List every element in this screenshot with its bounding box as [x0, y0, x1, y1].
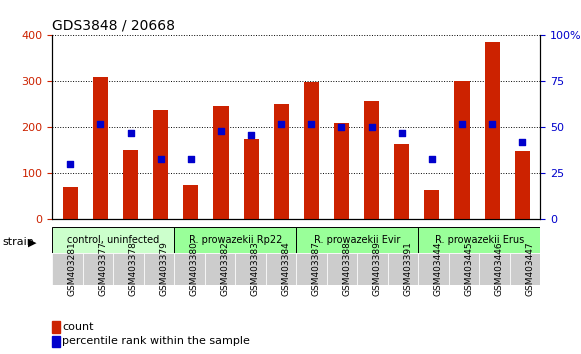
- Text: GSM403445: GSM403445: [464, 242, 473, 296]
- Text: R. prowazekii Erus: R. prowazekii Erus: [435, 235, 524, 245]
- Text: ▶: ▶: [28, 238, 37, 247]
- FancyBboxPatch shape: [52, 227, 174, 253]
- Point: [487, 121, 497, 127]
- FancyBboxPatch shape: [266, 253, 296, 285]
- Point: [397, 130, 406, 136]
- Bar: [394, 143, 409, 219]
- FancyBboxPatch shape: [235, 253, 266, 285]
- Text: GSM403446: GSM403446: [494, 242, 504, 296]
- FancyBboxPatch shape: [296, 253, 327, 285]
- FancyBboxPatch shape: [388, 253, 418, 285]
- Text: GSM403387: GSM403387: [311, 241, 321, 297]
- Text: GSM403389: GSM403389: [372, 241, 382, 297]
- Bar: [123, 150, 138, 219]
- FancyBboxPatch shape: [174, 227, 296, 253]
- Bar: [93, 77, 108, 219]
- Text: control, uninfected: control, uninfected: [67, 235, 159, 245]
- FancyBboxPatch shape: [327, 253, 357, 285]
- Text: GSM403447: GSM403447: [525, 242, 534, 296]
- Bar: [52, 336, 60, 347]
- Text: GDS3848 / 20668: GDS3848 / 20668: [52, 19, 175, 33]
- Bar: [515, 152, 530, 219]
- Text: GSM403380: GSM403380: [189, 241, 199, 297]
- Text: R. prowazekii Rp22: R. prowazekii Rp22: [189, 235, 282, 245]
- FancyBboxPatch shape: [113, 253, 144, 285]
- Bar: [274, 103, 289, 219]
- Point: [96, 121, 105, 127]
- FancyBboxPatch shape: [174, 253, 205, 285]
- Point: [427, 156, 436, 161]
- Point: [518, 139, 527, 145]
- Text: GSM403383: GSM403383: [250, 241, 260, 297]
- Point: [457, 121, 467, 127]
- Text: GSM403379: GSM403379: [159, 241, 168, 297]
- Point: [337, 125, 346, 130]
- FancyBboxPatch shape: [418, 227, 540, 253]
- FancyBboxPatch shape: [83, 253, 113, 285]
- Point: [156, 156, 166, 161]
- FancyBboxPatch shape: [144, 253, 174, 285]
- Bar: [184, 185, 198, 219]
- Text: GSM403377: GSM403377: [98, 241, 107, 297]
- FancyBboxPatch shape: [52, 253, 83, 285]
- Bar: [243, 139, 259, 219]
- Bar: [153, 110, 168, 219]
- Bar: [304, 82, 319, 219]
- Text: GSM403388: GSM403388: [342, 241, 351, 297]
- Bar: [424, 189, 439, 219]
- FancyBboxPatch shape: [449, 253, 479, 285]
- Text: R. prowazekii Evir: R. prowazekii Evir: [314, 235, 400, 245]
- Bar: [213, 106, 228, 219]
- Text: GSM403384: GSM403384: [281, 242, 290, 296]
- Text: GSM403391: GSM403391: [403, 241, 412, 297]
- Bar: [364, 101, 379, 219]
- Text: GSM403378: GSM403378: [128, 241, 138, 297]
- Point: [187, 156, 196, 161]
- Text: GSM403281: GSM403281: [67, 242, 77, 296]
- Text: GSM403382: GSM403382: [220, 242, 229, 296]
- FancyBboxPatch shape: [510, 253, 540, 285]
- FancyBboxPatch shape: [205, 253, 235, 285]
- FancyBboxPatch shape: [418, 253, 449, 285]
- Point: [277, 121, 286, 127]
- Text: GSM403444: GSM403444: [433, 242, 443, 296]
- FancyBboxPatch shape: [479, 253, 510, 285]
- FancyBboxPatch shape: [357, 253, 388, 285]
- Text: count: count: [62, 322, 94, 332]
- Point: [307, 121, 316, 127]
- Bar: [485, 42, 500, 219]
- Point: [216, 128, 225, 134]
- Text: percentile rank within the sample: percentile rank within the sample: [62, 336, 250, 346]
- Bar: [52, 321, 60, 333]
- Bar: [454, 81, 469, 219]
- Text: strain: strain: [3, 238, 35, 247]
- Point: [126, 130, 135, 136]
- Point: [66, 161, 75, 167]
- FancyBboxPatch shape: [296, 227, 418, 253]
- Bar: [63, 187, 78, 219]
- Bar: [334, 123, 349, 219]
- Point: [246, 132, 256, 138]
- Point: [367, 125, 376, 130]
